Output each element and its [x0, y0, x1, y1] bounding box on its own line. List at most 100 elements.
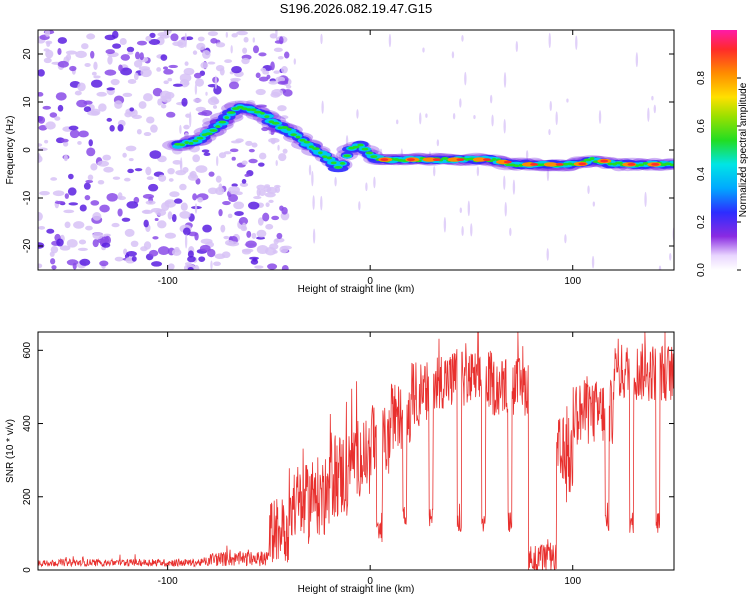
noise-speckle: [99, 204, 110, 213]
noise-speckle: [262, 70, 270, 75]
noise-speckle: [107, 55, 113, 65]
streak-speckle: [210, 260, 213, 270]
ridge-blob: [339, 161, 346, 165]
streak-speckle: [591, 255, 595, 269]
noise-speckle: [96, 91, 107, 97]
streak-speckle: [651, 95, 654, 101]
noise-speckle: [220, 224, 226, 233]
noise-speckle: [168, 178, 174, 182]
ridge-blob: [271, 121, 280, 125]
ridge-blob: [614, 161, 623, 165]
noise-speckle: [106, 87, 116, 91]
noise-speckle: [76, 99, 88, 108]
noise-speckle: [129, 107, 135, 112]
ridge-blob: [326, 156, 333, 160]
noise-speckle: [277, 80, 289, 85]
noise-speckle: [77, 247, 88, 252]
noise-speckle: [143, 219, 149, 228]
noise-speckle: [103, 166, 114, 173]
noise-speckle: [101, 242, 111, 248]
ridge-blob: [361, 147, 369, 151]
noise-speckle: [127, 168, 134, 174]
spectrogram-ytick-label: 10: [22, 96, 33, 108]
ridge-blob: [318, 151, 323, 155]
noise-speckle: [274, 186, 281, 193]
noise-speckle: [257, 217, 264, 226]
noise-speckle: [145, 35, 152, 42]
ridge-blob: [352, 145, 360, 149]
streak-speckle: [512, 179, 516, 195]
noise-speckle: [97, 179, 105, 185]
noise-speckle: [274, 40, 284, 44]
ridge-hotspot-core: [627, 163, 636, 166]
noise-speckle: [149, 150, 162, 159]
noise-speckle: [195, 106, 206, 112]
noise-speckle: [38, 155, 43, 163]
streak-speckle: [546, 166, 550, 182]
noise-speckle: [122, 92, 133, 98]
noise-speckle: [63, 154, 68, 162]
noise-speckle: [261, 127, 269, 132]
noise-speckle: [38, 242, 45, 249]
noise-speckle: [124, 228, 135, 237]
noise-speckle: [136, 128, 142, 135]
spectrogram-ytick-label: 20: [22, 48, 33, 60]
noise-speckle: [164, 232, 177, 239]
ridge-blob: [250, 108, 257, 112]
noise-speckle: [97, 160, 110, 167]
colorbar-tick-label: 0.8: [696, 71, 707, 85]
ridge-blob: [299, 138, 306, 142]
noise-speckle: [231, 183, 238, 187]
noise-speckle: [114, 100, 123, 109]
noise-speckle: [223, 151, 232, 155]
noise-speckle: [276, 232, 283, 240]
noise-speckle: [143, 132, 152, 137]
streak-speckle: [312, 228, 316, 244]
noise-speckle: [200, 62, 209, 69]
noise-speckle: [183, 227, 191, 236]
noise-speckle: [118, 64, 123, 72]
noise-speckle: [271, 215, 280, 221]
streak-speckle: [509, 227, 512, 237]
streak-speckle: [252, 37, 255, 43]
noise-speckle: [112, 176, 121, 180]
noise-speckle: [154, 217, 159, 222]
noise-speckle: [281, 265, 289, 270]
snr-border: [37, 331, 675, 571]
streak-speckle: [653, 104, 656, 114]
noise-speckle: [143, 241, 152, 250]
noise-speckle: [64, 221, 71, 229]
streak-speckle: [225, 31, 229, 38]
noise-speckle: [243, 36, 249, 43]
noise-speckle: [197, 111, 208, 116]
noise-speckle: [172, 159, 182, 165]
ridge-blob: [518, 163, 524, 167]
noise-speckle: [177, 39, 187, 48]
streak-speckle: [504, 201, 507, 217]
noise-speckle: [66, 239, 78, 248]
streak-speckle: [311, 170, 314, 187]
noise-speckle: [181, 97, 188, 107]
noise-speckle: [93, 61, 98, 70]
noise-speckle: [130, 240, 139, 248]
noise-speckle: [42, 105, 52, 110]
streak-speckle: [358, 201, 361, 211]
streak-speckle: [452, 112, 456, 120]
noise-speckle: [258, 52, 267, 57]
noise-speckle: [256, 245, 269, 254]
ridge-blob: [589, 157, 595, 160]
noise-speckle: [285, 84, 292, 89]
noise-speckle: [59, 245, 71, 251]
ridge-hotspot: [543, 162, 558, 167]
spectrogram-ytick-label: 0: [22, 147, 33, 153]
snr-xtick-label: 0: [367, 576, 373, 587]
noise-speckle: [224, 239, 234, 246]
noise-speckle: [241, 178, 247, 184]
noise-speckle: [183, 124, 190, 130]
noise-speckle: [258, 162, 265, 167]
noise-speckle: [210, 96, 218, 103]
streak-speckle: [436, 139, 440, 147]
noise-speckle: [87, 110, 100, 116]
streak-speckle: [575, 35, 578, 50]
